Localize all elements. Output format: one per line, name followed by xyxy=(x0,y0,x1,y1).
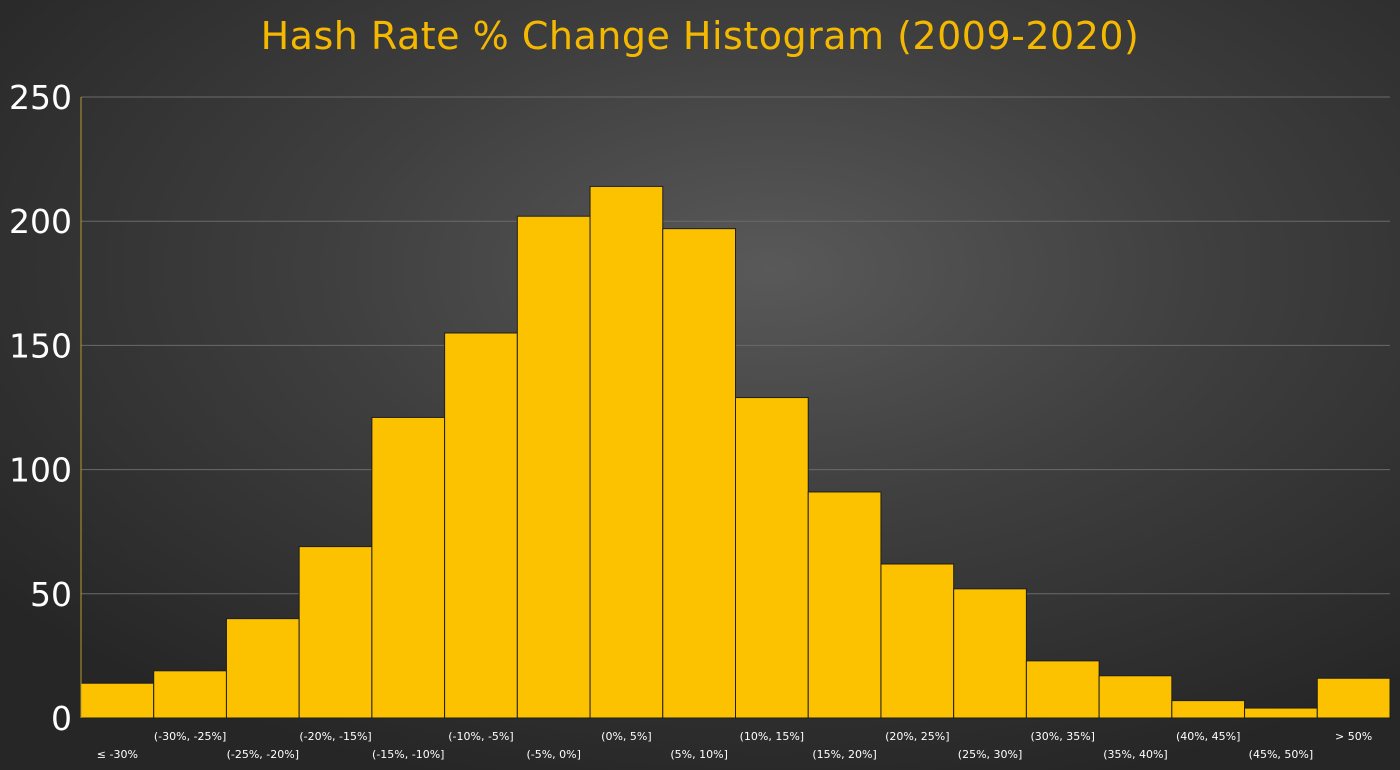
y-tick-label: 150 xyxy=(9,326,72,365)
x-tick-label: (45%, 50%] xyxy=(1249,748,1313,761)
bar xyxy=(953,588,1027,719)
x-tick-label: ≤ -30% xyxy=(97,748,138,761)
x-tick-label: (-20%, -15%] xyxy=(299,730,371,743)
x-tick-label: (35%, 40%] xyxy=(1103,748,1167,761)
x-tick-labels: ≤ -30% (-30%, -25%](-25%, -20%](-20%, -15… xyxy=(97,730,1372,761)
bar xyxy=(1025,660,1100,719)
x-tick-label: (25%, 30%] xyxy=(958,748,1022,761)
bar xyxy=(807,491,882,719)
bar xyxy=(444,332,518,719)
x-tick-label: (-30%, -25%] xyxy=(154,730,226,743)
bar xyxy=(1098,675,1173,719)
bar xyxy=(662,228,736,719)
x-tick-label: (10%, 15%] xyxy=(740,730,804,743)
chart-title: Hash Rate % Change Histogram (2009-2020) xyxy=(260,14,1140,58)
x-tick-label: > 50% xyxy=(1335,730,1372,743)
x-tick-label: (-10%, -5%] xyxy=(448,730,513,743)
y-tick-label: 100 xyxy=(9,451,72,490)
x-tick-label: (0%, 5%] xyxy=(601,730,651,743)
bar xyxy=(735,397,809,719)
bars xyxy=(80,185,1391,719)
y-tick-label: 50 xyxy=(30,575,72,614)
bar xyxy=(1171,700,1246,719)
bar xyxy=(1244,707,1318,719)
x-tick-label: (40%, 45%] xyxy=(1176,730,1240,743)
bar xyxy=(80,682,155,719)
y-tick-label: 250 xyxy=(9,78,72,117)
x-tick-label: (-25%, -20%] xyxy=(227,748,299,761)
y-tick-label: 0 xyxy=(51,699,72,738)
bar xyxy=(225,618,300,719)
x-tick-label: (30%, 35%] xyxy=(1031,730,1095,743)
bar xyxy=(298,546,373,719)
x-tick-label: (15%, 20%] xyxy=(812,748,876,761)
bar xyxy=(589,185,664,719)
bar xyxy=(153,670,227,719)
bar xyxy=(1316,677,1391,719)
bar xyxy=(516,215,591,719)
y-tick-labels: 0 50 100 150 200 250 xyxy=(9,78,72,738)
x-tick-label: (-5%, 0%] xyxy=(526,748,580,761)
x-tick-label: (-15%, -10%] xyxy=(372,748,444,761)
x-tick-label: (5%, 10%] xyxy=(670,748,727,761)
x-tick-label: (20%, 25%] xyxy=(885,730,949,743)
bar xyxy=(880,563,955,719)
bar xyxy=(371,416,446,719)
y-tick-label: 200 xyxy=(9,202,72,241)
